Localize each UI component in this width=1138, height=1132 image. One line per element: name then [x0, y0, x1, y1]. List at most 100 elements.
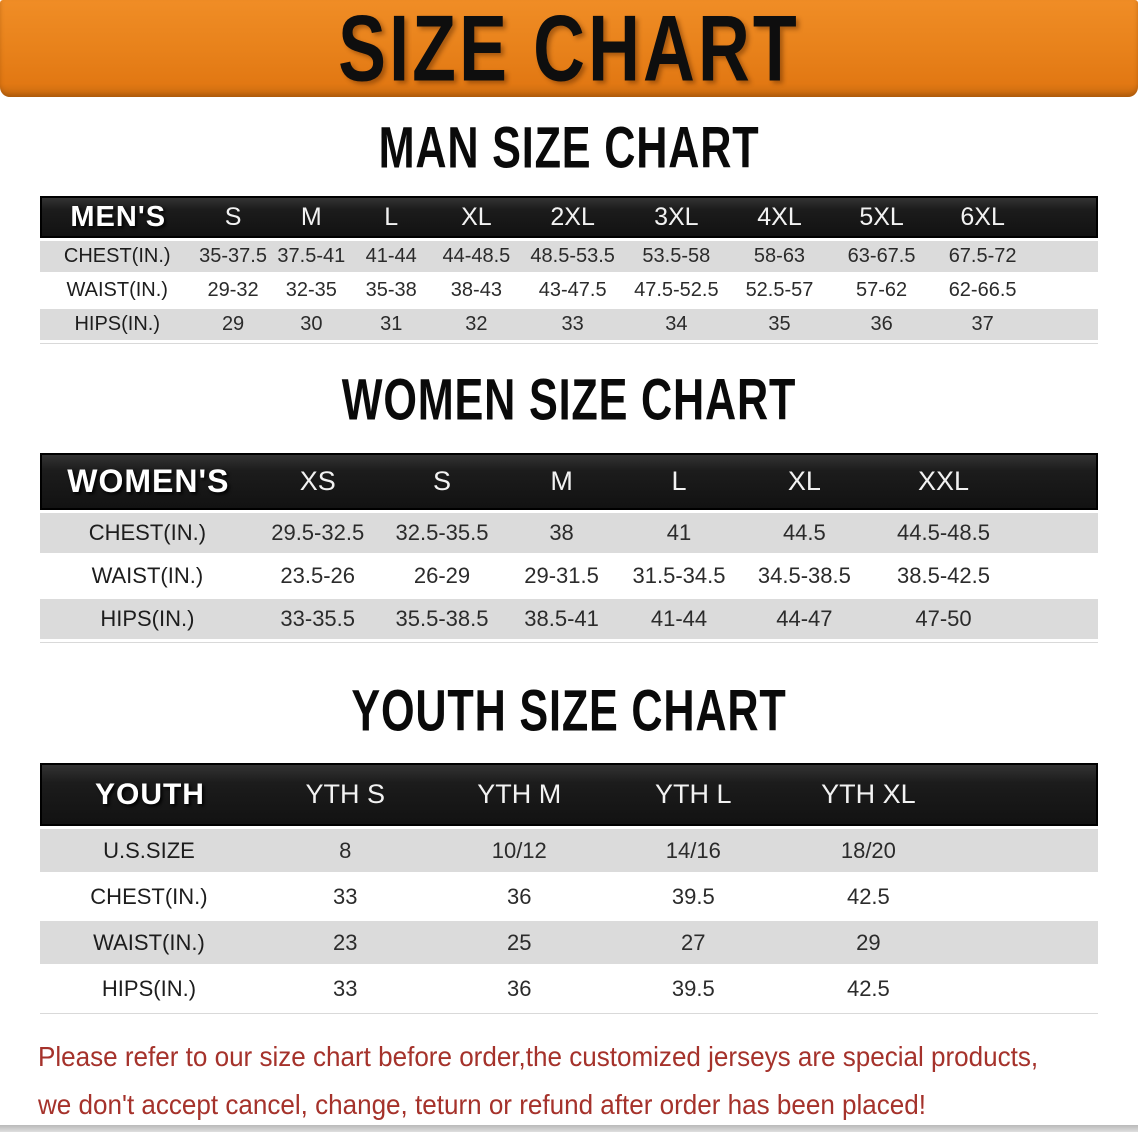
filler-cell: [956, 921, 1098, 964]
row-label: U.S.SIZE: [40, 829, 258, 872]
row-label: WAIST(IN.): [40, 275, 195, 306]
table-cell: 29.5-32.5: [254, 513, 381, 553]
column-header: 2XL: [521, 196, 624, 238]
table-row: CHEST(IN.) 29.5-32.5 32.5-35.5 38 41 44.5 44.5…: [40, 513, 1098, 553]
column-header: L: [351, 196, 432, 238]
table-cell: 36: [432, 967, 606, 1010]
table-cell: 34: [623, 309, 729, 340]
table-cell: 23.5-26: [254, 556, 381, 596]
table-cell: 10/12: [432, 829, 606, 872]
column-header: XL: [431, 196, 522, 238]
banner-title: SIZE CHART: [338, 0, 800, 101]
table-cell: 32-35: [271, 275, 352, 306]
table-cell: 38: [503, 513, 620, 553]
table-cell: 34.5-38.5: [738, 556, 871, 596]
table-cell: 38.5-42.5: [870, 556, 1017, 596]
column-header: XS: [254, 453, 381, 510]
table-row: CHEST(IN.) 35-37.5 37.5-41 41-44 44-48.5 48.5…: [40, 241, 1098, 272]
table-cell: 26-29: [380, 556, 504, 596]
table-cell: 47.5-52.5: [623, 275, 729, 306]
bottom-edge-divider: [0, 1125, 1138, 1132]
table-title-cell: WOMEN'S: [40, 453, 255, 510]
filler-cell: [956, 829, 1098, 872]
youth-size-title: YOUTH SIZE CHART: [0, 678, 1138, 744]
filler-cell: [1032, 309, 1098, 340]
table-cell: 37.5-41: [271, 241, 352, 272]
table-cell: 63-67.5: [830, 241, 933, 272]
table-cell: 36: [830, 309, 933, 340]
disclaimer-line-1: Please refer to our size chart before or…: [38, 1041, 1039, 1072]
table-cell: 38.5-41: [503, 599, 620, 639]
youth-size-title-text: YOUTH SIZE CHART: [351, 678, 787, 744]
youth-size-table: YOUTH YTH S YTH M YTH L YTH XL U.S.SIZE 8 10/12…: [40, 760, 1098, 1013]
table-cell: 41-44: [351, 241, 432, 272]
table-row: WAIST(IN.) 29-32 32-35 35-38 38-43 43-47.5 47.…: [40, 275, 1098, 306]
women-size-section: WOMEN SIZE CHART WOMEN'S XS S M L XL XXL CHEST(…: [0, 371, 1138, 642]
table-cell: 23: [257, 921, 433, 964]
filler-cell: [1016, 513, 1098, 553]
table-cell: 42.5: [780, 967, 957, 1010]
row-label: WAIST(IN.): [40, 921, 258, 964]
column-header: YTH S: [257, 763, 433, 826]
row-label: WAIST(IN.): [40, 556, 255, 596]
table-cell: 32.5-35.5: [380, 513, 504, 553]
table-cell: 53.5-58: [623, 241, 729, 272]
table-cell: 29: [194, 309, 272, 340]
filler-cell: [1016, 599, 1098, 639]
table-cell: 44-47: [738, 599, 871, 639]
man-size-title-text: MAN SIZE CHART: [378, 115, 760, 181]
column-header: 5XL: [830, 196, 933, 238]
table-cell: 37: [932, 309, 1033, 340]
filler-cell: [1016, 556, 1098, 596]
filler-cell: [956, 967, 1098, 1010]
table-cell: 62-66.5: [932, 275, 1033, 306]
row-label: CHEST(IN.): [40, 875, 258, 918]
table-cell: 44-48.5: [431, 241, 522, 272]
table-row: CHEST(IN.) 33 36 39.5 42.5: [40, 875, 1098, 918]
table-cell: 14/16: [606, 829, 781, 872]
column-header: 6XL: [932, 196, 1033, 238]
women-size-table-wrap: WOMEN'S XS S M L XL XXL CHEST(IN.) 29.5-32.5 32.5…: [0, 450, 1138, 642]
table-cell: 35: [728, 309, 831, 340]
column-header: 3XL: [623, 196, 729, 238]
column-header: YTH M: [432, 763, 606, 826]
man-size-table-wrap: MEN'S S M L XL 2XL 3XL 4XL 5XL 6XL CHEST(IN.) 35-37…: [0, 193, 1138, 343]
table-cell: 41: [619, 513, 739, 553]
table-cell: 52.5-57: [728, 275, 831, 306]
table-row: HIPS(IN.) 33-35.5 35.5-38.5 38.5-41 41-44 44-…: [40, 599, 1098, 639]
column-header: XL: [738, 453, 871, 510]
table-cell: 47-50: [870, 599, 1017, 639]
table-cell: 18/20: [780, 829, 957, 872]
table-row: WAIST(IN.) 23.5-26 26-29 29-31.5 31.5-34.5 34…: [40, 556, 1098, 596]
table-header-row: MEN'S S M L XL 2XL 3XL 4XL 5XL 6XL: [40, 196, 1098, 238]
table-cell: 25: [432, 921, 606, 964]
table-cell: 29-31.5: [503, 556, 620, 596]
table-cell: 8: [257, 829, 433, 872]
table-cell: 43-47.5: [521, 275, 624, 306]
table-row: U.S.SIZE 8 10/12 14/16 18/20: [40, 829, 1098, 872]
column-header: M: [271, 196, 352, 238]
man-size-title: MAN SIZE CHART: [0, 115, 1138, 181]
disclaimer-text: Please refer to our size chart before or…: [0, 1033, 1138, 1129]
table-header-row: WOMEN'S XS S M L XL XXL: [40, 453, 1098, 510]
table-header-row: YOUTH YTH S YTH M YTH L YTH XL: [40, 763, 1098, 826]
table-cell: 44.5-48.5: [870, 513, 1017, 553]
column-header: YTH L: [606, 763, 781, 826]
filler-cell: [1032, 196, 1098, 238]
filler-cell: [1016, 453, 1098, 510]
table-cell: 32: [431, 309, 522, 340]
women-size-title: WOMEN SIZE CHART: [0, 371, 1138, 429]
table-cell: 57-62: [830, 275, 933, 306]
table-row: WAIST(IN.) 23 25 27 29: [40, 921, 1098, 964]
table-cell: 33: [257, 875, 433, 918]
table-cell: 39.5: [606, 967, 781, 1010]
table-cell: 33-35.5: [254, 599, 381, 639]
table-cell: 38-43: [431, 275, 522, 306]
filler-cell: [1032, 275, 1098, 306]
row-label: CHEST(IN.): [40, 241, 195, 272]
column-header: S: [380, 453, 504, 510]
table-cell: 67.5-72: [932, 241, 1033, 272]
row-label: CHEST(IN.): [40, 513, 255, 553]
table-cell: 35.5-38.5: [380, 599, 504, 639]
row-label: HIPS(IN.): [40, 967, 258, 1010]
